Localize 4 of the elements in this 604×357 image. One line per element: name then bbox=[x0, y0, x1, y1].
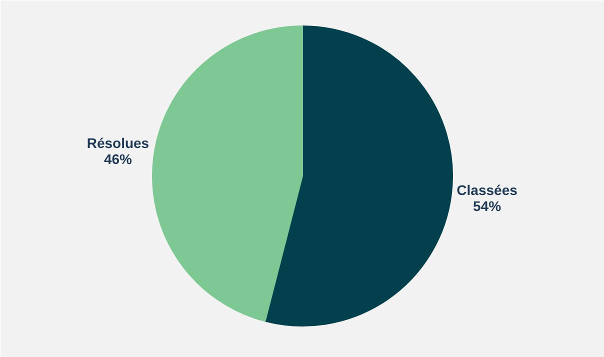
data-label: 46% bbox=[104, 151, 133, 168]
data-label: 54% bbox=[473, 198, 502, 214]
slice-label: Classées bbox=[456, 182, 518, 198]
slice-label: Résolues bbox=[86, 135, 150, 152]
